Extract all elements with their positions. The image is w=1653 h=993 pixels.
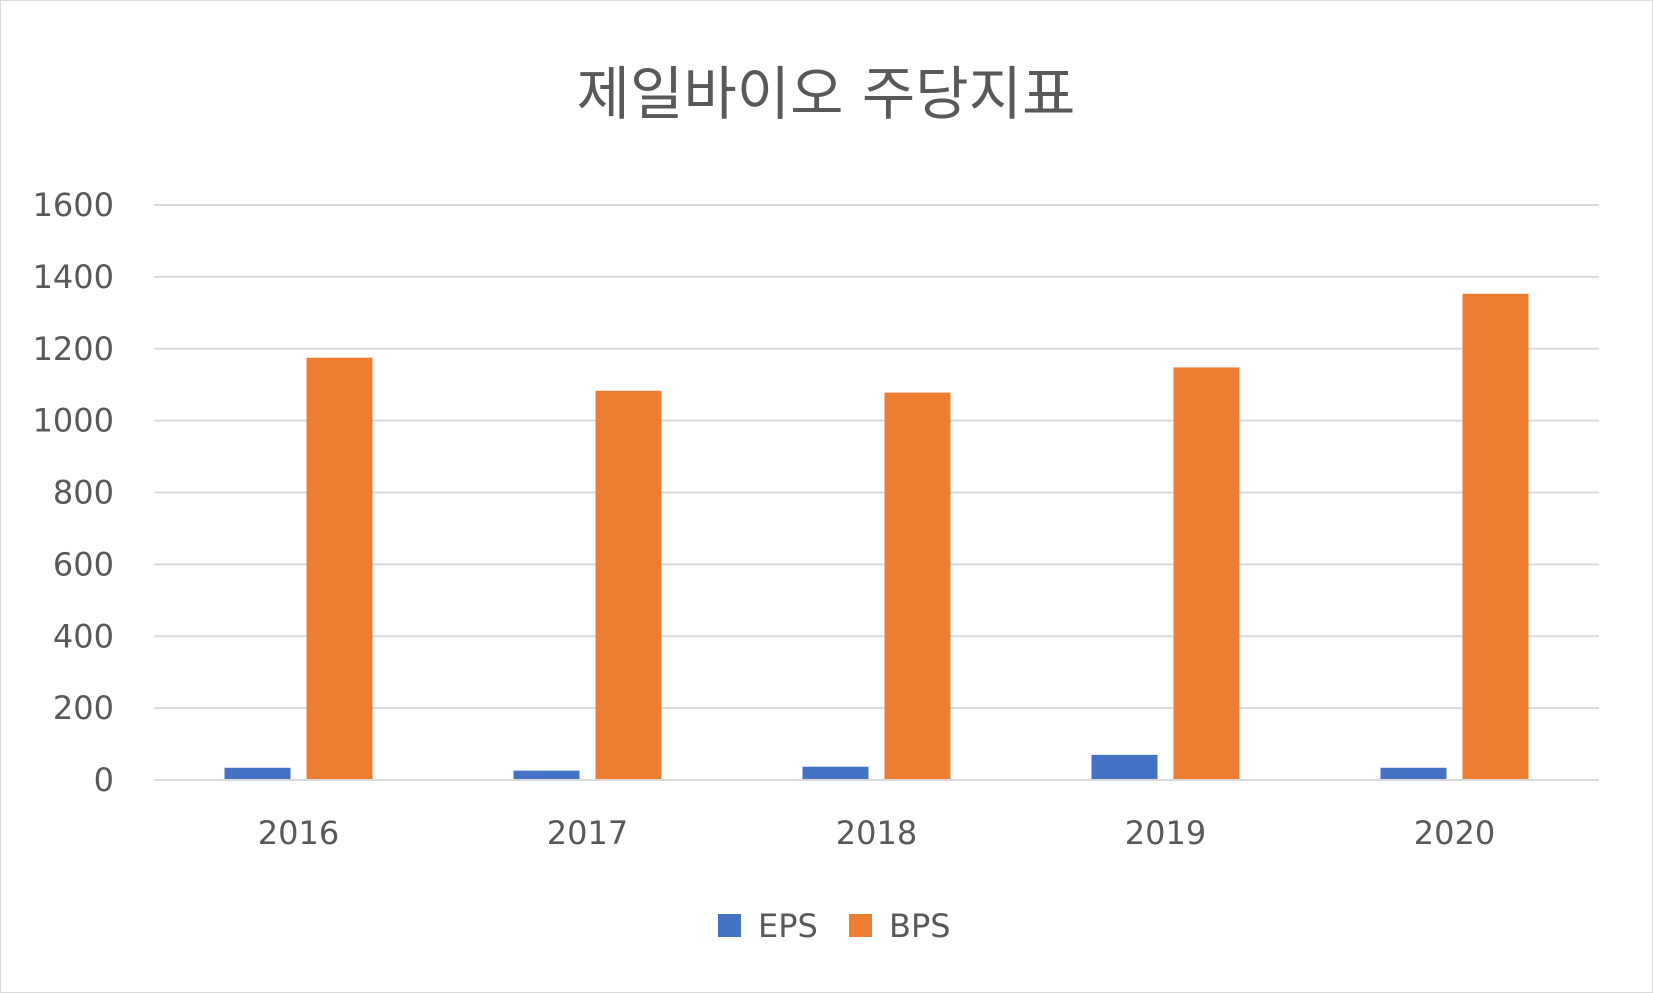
y-tick-label: 0: [94, 761, 114, 799]
chart-title: 제일바이오 주당지표: [577, 60, 1076, 128]
bar-eps-2016: [224, 767, 291, 780]
bar-bps-2016: [306, 357, 373, 780]
y-tick-label: 1600: [33, 186, 114, 224]
bar-eps-2019: [1091, 754, 1158, 780]
x-tick-label: 2017: [547, 814, 628, 852]
bar-bps-2019: [1173, 367, 1240, 780]
y-tick-label: 1000: [33, 402, 114, 440]
legend-label-eps: EPS: [758, 907, 818, 945]
bar-bps-2018: [884, 392, 951, 780]
y-tick-label: 600: [53, 545, 114, 583]
legend-swatch-eps: [718, 914, 741, 937]
x-tick-label: 2018: [836, 814, 917, 852]
y-tick-label: 400: [53, 617, 114, 655]
y-tick-label: 800: [53, 474, 114, 512]
y-axis-ticks: 0 200 400 600 800 1000 1200 1400 1600: [33, 186, 114, 799]
y-tick-label: 1400: [33, 258, 114, 296]
x-tick-label: 2019: [1125, 814, 1206, 852]
x-tick-label: 2016: [258, 814, 339, 852]
bar-eps-2017: [513, 770, 580, 780]
x-axis-ticks: 2016 2017 2018 2019 2020: [258, 814, 1495, 852]
legend-label-bps: BPS: [889, 907, 951, 945]
y-tick-label: 1200: [33, 330, 114, 368]
legend: EPS BPS: [718, 907, 951, 945]
bar-bps-2017: [595, 390, 662, 780]
x-tick-label: 2020: [1414, 814, 1495, 852]
legend-swatch-bps: [849, 914, 872, 937]
bar-eps-2020: [1380, 767, 1447, 780]
bar-eps-2018: [802, 766, 869, 780]
y-tick-label: 200: [53, 689, 114, 727]
gridlines: [154, 204, 1599, 710]
bar-bps-2020: [1462, 293, 1529, 780]
bars: [224, 293, 1529, 780]
